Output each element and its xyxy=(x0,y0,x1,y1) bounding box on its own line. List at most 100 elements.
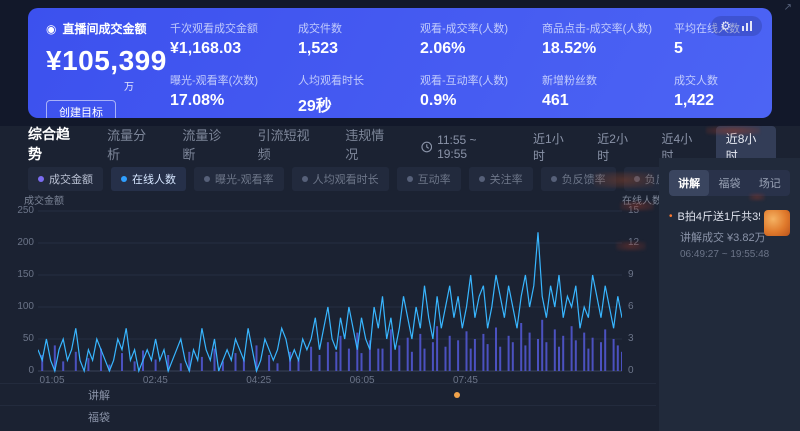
trend-chart[interactable] xyxy=(38,206,622,375)
event-lanes: 讲解 福袋 xyxy=(0,383,656,427)
lane-label: 福袋 xyxy=(88,411,110,424)
tab-综合趋势[interactable]: 综合趋势 xyxy=(28,124,81,170)
primary-metric-label: 直播间成交金额 xyxy=(62,22,147,36)
left-tick: 100 xyxy=(17,301,34,312)
explain-item[interactable]: • B拍4斤送1斤共35-4... 讲解成交 ¥3.82万 06:49:27 ~… xyxy=(669,210,790,260)
metric-chip[interactable]: 在线人数 xyxy=(111,167,186,191)
metric-value: 2.06% xyxy=(420,40,466,57)
x-tick-label: 04:25 xyxy=(246,375,272,386)
x-tick-label: 01:05 xyxy=(39,375,65,386)
metric-chip[interactable]: 关注率 xyxy=(468,167,533,191)
metric-label: 曝光-观看率(次数) xyxy=(170,75,258,87)
metric-cell: 观看-互动率(人数) 0.9% xyxy=(420,72,542,116)
lane-讲解: 讲解 xyxy=(0,383,656,405)
chart-line xyxy=(38,232,622,374)
left-tick: 50 xyxy=(22,333,34,344)
chip-dot-icon xyxy=(550,176,557,182)
metric-label: 新增粉丝数 xyxy=(542,75,597,87)
x-tick-label: 02:45 xyxy=(142,375,168,386)
lane-label: 讲解 xyxy=(88,389,110,402)
x-tick-label: 06:05 xyxy=(349,375,375,386)
metric-chip[interactable]: 成交金额 xyxy=(28,167,103,191)
time-button[interactable]: 近1小时 xyxy=(533,132,564,163)
metric-label: 千次观看成交金额 xyxy=(170,23,258,35)
left-axis-title: 成交金额 xyxy=(24,196,64,207)
metric-value: 5 xyxy=(674,40,683,57)
metric-cell: 新增粉丝数 461 xyxy=(542,72,674,116)
chip-label: 成交金额 xyxy=(49,174,93,186)
tab-list: 综合趋势 流量分析 流量诊断 引流短视频 违规情况 xyxy=(28,124,421,170)
metric-value: 1,523 xyxy=(298,40,339,57)
chip-dot-icon xyxy=(38,176,44,182)
right-axis-title: 在线人数 xyxy=(622,196,662,207)
chip-label: 关注率 xyxy=(489,174,523,186)
product-thumbnail[interactable] xyxy=(764,210,790,236)
metric-value: 18.52% xyxy=(542,40,597,57)
sidebar-tab-讲解[interactable]: 讲解 xyxy=(669,170,710,196)
tab-流量分析[interactable]: 流量分析 xyxy=(107,128,147,162)
metric-label: 成交件数 xyxy=(298,23,342,35)
sidebar-tab-group: 讲解 福袋 场记 xyxy=(669,170,790,196)
gear-icon[interactable]: ⚙ xyxy=(720,19,731,33)
right-tick: 9 xyxy=(628,269,634,280)
metric-chip[interactable]: 负反馈率 xyxy=(540,167,616,191)
chip-dot-icon xyxy=(121,176,127,182)
tab-流量诊断[interactable]: 流量诊断 xyxy=(182,128,222,162)
external-link-icon[interactable]: ↗ xyxy=(783,2,792,13)
x-tick-label: 07:45 xyxy=(452,375,478,386)
right-tick: 6 xyxy=(628,301,634,312)
metric-value: 461 xyxy=(542,92,569,109)
metric-label: 人均观看时长 xyxy=(298,75,364,87)
primary-metric-value: ¥105,399 xyxy=(46,45,167,76)
metric-label: 平均在线人数 xyxy=(674,23,740,35)
chip-label: 曝光-观看率 xyxy=(215,174,274,186)
create-goal-button[interactable]: 创建目标 xyxy=(46,100,116,118)
item-bullet-icon: • xyxy=(669,211,673,222)
item-deal-amount: 讲解成交 ¥3.82万 xyxy=(680,232,766,244)
lane-福袋: 福袋 xyxy=(0,405,656,427)
right-tick: 3 xyxy=(628,333,634,344)
metric-cell: 成交人数 1,422 xyxy=(674,72,740,116)
metric-label: 观看-成交率(人数) xyxy=(420,23,508,35)
metric-cell: 平均在线人数 5 xyxy=(674,20,740,64)
primary-metric-unit: 万 xyxy=(124,82,134,93)
chip-dot-icon xyxy=(633,176,640,182)
sidebar-tab-福袋[interactable]: 福袋 xyxy=(718,178,741,190)
time-range: 11:55 ~ 19:55 xyxy=(420,133,508,161)
sliders-icon[interactable] xyxy=(741,20,753,32)
lane-marker-dot[interactable] xyxy=(454,392,461,398)
metric-chip[interactable]: 人均观看时长 xyxy=(291,167,389,191)
metric-cell: 商品点击-成交率(人数) 18.52% xyxy=(542,20,674,64)
chip-label: 负反馈率 xyxy=(561,174,606,186)
metrics-grid: 千次观看成交金额 ¥1,168.03 成交件数 1,523 观看-成交率(人数) 2.06… xyxy=(170,20,740,116)
metric-value: ¥1,168.03 xyxy=(170,40,242,57)
primary-metric: ◉ 直播间成交金额 ¥105,399 万 创建目标 xyxy=(46,20,176,118)
tab-违规情况[interactable]: 违规情况 xyxy=(345,128,385,162)
summary-card: ◉ 直播间成交金额 ¥105,399 万 创建目标 千次观看成交金额 ¥1,168… xyxy=(28,8,772,118)
item-title: B拍4斤送1斤共35-4... xyxy=(677,211,760,223)
metric-value: 17.08% xyxy=(170,92,225,109)
left-tick: 250 xyxy=(17,205,34,216)
metric-cell: 曝光-观看率(次数) 17.08% xyxy=(170,72,298,116)
chip-label: 互动率 xyxy=(417,174,451,186)
chip-label: 在线人数 xyxy=(132,174,176,186)
metric-label: 观看-互动率(人数) xyxy=(420,75,508,87)
right-tick: 12 xyxy=(628,237,640,248)
metric-cell: 人均观看时长 29秒 xyxy=(298,72,420,116)
metric-chip[interactable]: 曝光-观看率 xyxy=(194,167,284,191)
tabs-row: 综合趋势 流量分析 流量诊断 引流短视频 违规情况 11:55 ~ 19:55 近1小时… xyxy=(28,126,776,168)
metric-chips-row: 成交金额在线人数曝光-观看率人均观看时长互动率关注率负反馈率负反馈次数千次观看成… xyxy=(28,167,800,191)
metric-cell: 千次观看成交金额 ¥1,168.03 xyxy=(170,20,298,64)
chip-dot-icon xyxy=(406,176,413,182)
metric-chip[interactable]: 互动率 xyxy=(396,167,461,191)
metric-cell: 成交件数 1,523 xyxy=(298,20,420,64)
sidebar-tab-场记[interactable]: 场记 xyxy=(758,178,781,190)
item-time-range: 06:49:27 ~ 19:55:48 xyxy=(680,249,770,260)
card-icon-group: ⚙ xyxy=(711,16,762,36)
tab-引流短视频[interactable]: 引流短视频 xyxy=(257,128,310,162)
clock-icon xyxy=(420,141,432,153)
time-button[interactable]: 近2小时 xyxy=(597,132,628,163)
left-tick: 150 xyxy=(17,269,34,280)
metric-value: 0.9% xyxy=(420,92,457,109)
